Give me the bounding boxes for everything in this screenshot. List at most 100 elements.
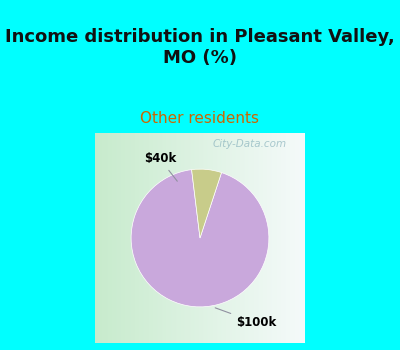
Bar (226, 133, 227, 343)
Bar (123, 133, 124, 343)
Bar (260, 133, 261, 343)
Bar (111, 133, 112, 343)
Bar (294, 133, 296, 343)
Bar (170, 133, 172, 343)
Bar (268, 133, 269, 343)
Bar (151, 133, 152, 343)
Text: $100k: $100k (215, 308, 276, 329)
Bar (162, 133, 163, 343)
Bar (218, 133, 219, 343)
Bar (220, 133, 221, 343)
Bar (272, 133, 274, 343)
Bar (237, 133, 238, 343)
Bar (303, 133, 304, 343)
Bar (262, 133, 263, 343)
Bar (257, 133, 258, 343)
Bar (110, 133, 111, 343)
Bar (223, 133, 224, 343)
Bar (284, 133, 285, 343)
Bar (267, 133, 268, 343)
Bar (297, 133, 298, 343)
Bar (238, 133, 239, 343)
Bar (249, 133, 250, 343)
Wedge shape (131, 170, 269, 307)
Bar (126, 133, 128, 343)
Bar (106, 133, 108, 343)
Bar (206, 133, 207, 343)
Bar (227, 133, 228, 343)
Bar (179, 133, 180, 343)
Bar (165, 133, 166, 343)
Bar (118, 133, 119, 343)
Bar (166, 133, 168, 343)
Bar (152, 133, 153, 343)
Bar (204, 133, 205, 343)
Bar (225, 133, 226, 343)
Bar (281, 133, 282, 343)
Bar (274, 133, 276, 343)
Bar (289, 133, 290, 343)
Bar (265, 133, 266, 343)
Bar (137, 133, 138, 343)
Bar (143, 133, 144, 343)
Bar (185, 133, 186, 343)
Bar (207, 133, 208, 343)
Bar (161, 133, 162, 343)
Bar (224, 133, 225, 343)
Bar (141, 133, 142, 343)
Text: Other residents: Other residents (140, 111, 260, 126)
Bar (278, 133, 279, 343)
Bar (96, 133, 97, 343)
Bar (286, 133, 287, 343)
Bar (264, 133, 265, 343)
Bar (280, 133, 281, 343)
Bar (212, 133, 213, 343)
Bar (99, 133, 100, 343)
Bar (140, 133, 141, 343)
Bar (114, 133, 115, 343)
Bar (270, 133, 272, 343)
Bar (104, 133, 106, 343)
Bar (290, 133, 291, 343)
Bar (258, 133, 259, 343)
Bar (116, 133, 117, 343)
Bar (248, 133, 249, 343)
Bar (163, 133, 164, 343)
Bar (192, 133, 193, 343)
Bar (250, 133, 252, 343)
Bar (236, 133, 237, 343)
Bar (174, 133, 175, 343)
Bar (240, 133, 241, 343)
Bar (170, 133, 171, 343)
Bar (160, 133, 161, 343)
Bar (234, 133, 235, 343)
Bar (254, 133, 256, 343)
Bar (252, 133, 254, 343)
Bar (298, 133, 299, 343)
Bar (148, 133, 150, 343)
Bar (214, 133, 215, 343)
Bar (276, 133, 277, 343)
Bar (138, 133, 139, 343)
Bar (200, 133, 201, 343)
Bar (188, 133, 190, 343)
Bar (133, 133, 134, 343)
Bar (282, 133, 283, 343)
Bar (168, 133, 170, 343)
Bar (243, 133, 244, 343)
Bar (277, 133, 278, 343)
Bar (285, 133, 286, 343)
Bar (254, 133, 255, 343)
Bar (292, 133, 294, 343)
Bar (98, 133, 99, 343)
Bar (187, 133, 188, 343)
Bar (176, 133, 177, 343)
Bar (153, 133, 154, 343)
Bar (178, 133, 179, 343)
Bar (97, 133, 98, 343)
Bar (208, 133, 210, 343)
Bar (122, 133, 123, 343)
Bar (156, 133, 157, 343)
Bar (129, 133, 130, 343)
Bar (230, 133, 232, 343)
